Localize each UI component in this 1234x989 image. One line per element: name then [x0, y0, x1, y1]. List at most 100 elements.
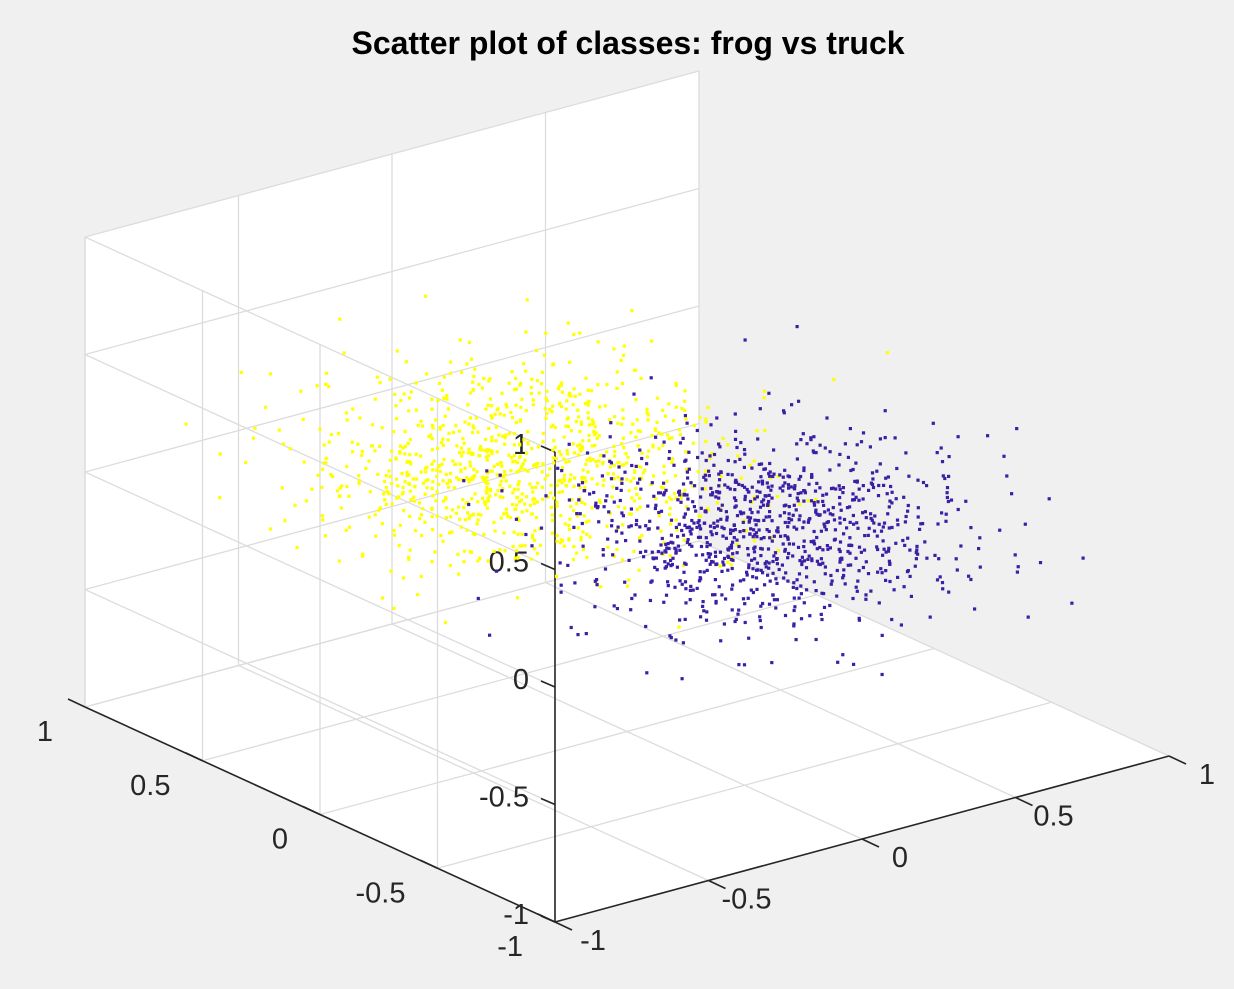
- scatter-point: [791, 513, 795, 517]
- scatter-point: [495, 450, 499, 454]
- scatter-point: [450, 530, 454, 534]
- scatter-point: [511, 544, 515, 549]
- scatter-point: [735, 538, 739, 542]
- scatter-point: [686, 476, 690, 480]
- scatter-point: [560, 538, 564, 542]
- scatter-point: [849, 468, 853, 473]
- scatter-point: [467, 517, 471, 521]
- scatter-point: [426, 478, 430, 482]
- scatter-point: [430, 437, 434, 441]
- scatter-point: [712, 526, 716, 530]
- scatter-point: [831, 513, 835, 517]
- scatter-point: [667, 496, 672, 500]
- scatter-point: [888, 499, 892, 503]
- scatter-point: [795, 527, 799, 531]
- scatter-point: [621, 416, 625, 420]
- scatter-point: [842, 517, 847, 522]
- scatter-point: [595, 436, 599, 440]
- scatter-point: [545, 411, 549, 415]
- scatter-point: [569, 429, 573, 433]
- scatter-point: [702, 475, 706, 479]
- scatter-point: [945, 486, 950, 490]
- scatter-point: [887, 526, 891, 530]
- scatter-point: [439, 533, 443, 537]
- scatter-point: [758, 407, 762, 411]
- scatter-point: [742, 465, 746, 469]
- scatter-point: [756, 510, 760, 514]
- scatter-point: [767, 493, 771, 497]
- y-tick-label: -0.5: [356, 877, 406, 909]
- scatter-point: [310, 487, 314, 491]
- scatter-point: [654, 503, 658, 507]
- scatter-point: [751, 535, 755, 539]
- scatter-point: [717, 442, 721, 446]
- scatter-point: [418, 517, 422, 521]
- scatter-point: [345, 484, 349, 489]
- scatter-point: [531, 536, 535, 540]
- scatter-point: [786, 474, 790, 478]
- scatter-point: [815, 547, 819, 551]
- scatter-point: [832, 518, 837, 522]
- scatter-point: [730, 473, 734, 477]
- scatter-point: [935, 578, 940, 582]
- scatter-point: [775, 562, 779, 566]
- data-points[interactable]: [184, 294, 1085, 681]
- scatter-point: [562, 457, 566, 461]
- scatter-point: [646, 413, 650, 417]
- scatter-point: [766, 547, 771, 551]
- scatter-point: [503, 549, 507, 553]
- scatter-point: [654, 556, 658, 560]
- scatter-point: [703, 521, 707, 525]
- scatter-point: [567, 498, 571, 502]
- scatter-point: [724, 536, 728, 540]
- scatter-point: [886, 512, 890, 516]
- scatter-point: [515, 470, 519, 474]
- scatter-point: [825, 544, 829, 548]
- scatter-point: [825, 416, 829, 420]
- scatter-point: [1070, 601, 1074, 605]
- scatter-point: [567, 391, 572, 395]
- scatter-point: [677, 490, 681, 494]
- scatter-point: [464, 501, 468, 505]
- scatter-point: [493, 412, 497, 416]
- scatter-point: [627, 558, 631, 562]
- scatter-point: [753, 557, 757, 561]
- scatter-point: [558, 561, 562, 565]
- scatter-point: [616, 421, 620, 425]
- scatter-point: [939, 446, 943, 450]
- scatter-point: [664, 542, 668, 546]
- scatter-point: [797, 477, 801, 481]
- scatter-point: [1015, 427, 1019, 431]
- scatter-point: [768, 536, 772, 540]
- scatter-point: [579, 535, 583, 539]
- scatter-point: [485, 458, 489, 462]
- scatter-point: [431, 494, 435, 498]
- scatter-point: [947, 474, 951, 478]
- scatter-point: [463, 466, 467, 470]
- scatter-point: [604, 499, 608, 503]
- scatter-point: [740, 483, 744, 488]
- scatter-point: [446, 407, 450, 411]
- scatter-point: [646, 504, 650, 508]
- scatter-point: [414, 452, 418, 456]
- scatter-point: [398, 523, 402, 527]
- scatter-point: [558, 541, 562, 545]
- scatter-point: [483, 448, 487, 452]
- scatter-point: [500, 489, 504, 493]
- scatter-point: [876, 570, 880, 574]
- scatter-point: [413, 529, 418, 533]
- scatter-point: [461, 436, 465, 441]
- scatter-point: [315, 384, 319, 388]
- scatter-point: [762, 389, 766, 393]
- scatter-point: [695, 428, 699, 433]
- scatter-point: [792, 596, 796, 600]
- scatter-point: [585, 458, 589, 462]
- scatter-point: [323, 534, 327, 538]
- scatter-point: [385, 490, 389, 494]
- scatter-point: [869, 589, 873, 593]
- scatter-point: [499, 461, 503, 465]
- scatter-point: [669, 558, 673, 562]
- scatter-point: [392, 430, 396, 434]
- scatter-point: [759, 568, 763, 572]
- scatter-point: [409, 462, 413, 466]
